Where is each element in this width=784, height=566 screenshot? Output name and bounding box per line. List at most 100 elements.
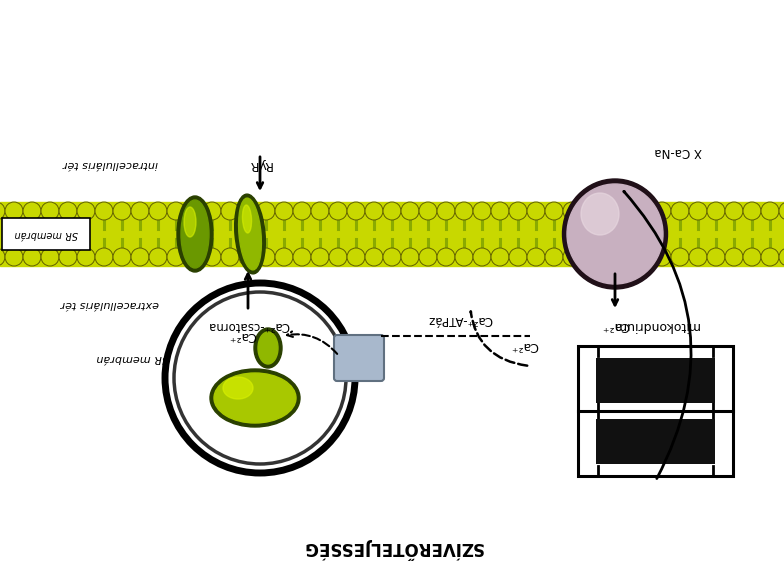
Ellipse shape: [184, 207, 196, 237]
Circle shape: [167, 202, 185, 220]
Circle shape: [257, 202, 275, 220]
Circle shape: [419, 248, 437, 266]
Circle shape: [455, 248, 473, 266]
Bar: [596, 419, 715, 464]
Circle shape: [581, 202, 599, 220]
Circle shape: [455, 202, 473, 220]
Circle shape: [581, 248, 599, 266]
Circle shape: [491, 202, 509, 220]
Ellipse shape: [254, 328, 282, 368]
Circle shape: [41, 248, 59, 266]
Text: Ca²⁺-ATPáz: Ca²⁺-ATPáz: [427, 314, 492, 327]
Circle shape: [95, 202, 113, 220]
Circle shape: [5, 202, 23, 220]
Circle shape: [185, 202, 203, 220]
Circle shape: [149, 202, 167, 220]
Text: mitokondrium: mitokondrium: [612, 319, 699, 332]
Circle shape: [437, 248, 455, 266]
Circle shape: [527, 202, 545, 220]
Circle shape: [293, 202, 311, 220]
Circle shape: [329, 202, 347, 220]
Bar: [578, 346, 733, 476]
Circle shape: [671, 248, 689, 266]
Circle shape: [131, 248, 149, 266]
Ellipse shape: [562, 179, 667, 289]
Circle shape: [419, 202, 437, 220]
FancyArrowPatch shape: [624, 191, 691, 478]
Text: Ca²⁺: Ca²⁺: [510, 340, 538, 353]
Circle shape: [491, 248, 509, 266]
Circle shape: [779, 248, 784, 266]
Circle shape: [347, 202, 365, 220]
Text: extracelluláris tér: extracelluláris tér: [60, 299, 159, 309]
Circle shape: [311, 248, 329, 266]
Circle shape: [725, 248, 743, 266]
Circle shape: [689, 202, 707, 220]
Circle shape: [401, 202, 419, 220]
Ellipse shape: [177, 196, 213, 272]
Circle shape: [113, 248, 131, 266]
Circle shape: [383, 202, 401, 220]
Text: X Ca-Na: X Ca-Na: [654, 145, 702, 158]
Circle shape: [653, 202, 671, 220]
Text: Ca²⁺: Ca²⁺: [228, 329, 256, 342]
Ellipse shape: [181, 200, 209, 268]
Text: Ca²⁺-csatorna: Ca²⁺-csatorna: [207, 319, 289, 332]
Circle shape: [221, 202, 239, 220]
Circle shape: [77, 202, 95, 220]
Circle shape: [473, 202, 491, 220]
Circle shape: [0, 202, 5, 220]
Ellipse shape: [223, 377, 253, 399]
Text: RyR: RyR: [248, 157, 272, 170]
Circle shape: [275, 248, 293, 266]
Circle shape: [473, 248, 491, 266]
Ellipse shape: [258, 332, 278, 364]
Circle shape: [59, 248, 77, 266]
Circle shape: [383, 248, 401, 266]
Circle shape: [257, 248, 275, 266]
Circle shape: [599, 248, 617, 266]
Ellipse shape: [581, 193, 619, 235]
Bar: [0, 202, 784, 266]
Circle shape: [203, 248, 221, 266]
Circle shape: [131, 202, 149, 220]
Circle shape: [23, 248, 41, 266]
FancyBboxPatch shape: [2, 218, 90, 250]
Circle shape: [149, 248, 167, 266]
Circle shape: [527, 248, 545, 266]
Circle shape: [365, 248, 383, 266]
Circle shape: [761, 248, 779, 266]
Text: Ca²⁺: Ca²⁺: [601, 319, 629, 332]
Text: SR membrán: SR membrán: [14, 229, 78, 239]
Circle shape: [59, 202, 77, 220]
Circle shape: [5, 248, 23, 266]
Circle shape: [170, 288, 350, 468]
Circle shape: [599, 202, 617, 220]
Circle shape: [347, 248, 365, 266]
Circle shape: [635, 202, 653, 220]
Circle shape: [725, 202, 743, 220]
Circle shape: [509, 202, 527, 220]
Circle shape: [167, 248, 185, 266]
Text: SR membrán: SR membrán: [96, 353, 169, 363]
Circle shape: [617, 248, 635, 266]
Ellipse shape: [234, 194, 265, 274]
Circle shape: [437, 202, 455, 220]
Text: intracelluláris tér: intracelluláris tér: [63, 159, 158, 169]
Bar: [596, 358, 715, 403]
Circle shape: [743, 248, 761, 266]
Circle shape: [545, 248, 563, 266]
Circle shape: [653, 248, 671, 266]
Circle shape: [509, 248, 527, 266]
Circle shape: [41, 202, 59, 220]
Circle shape: [77, 248, 95, 266]
Circle shape: [401, 248, 419, 266]
Circle shape: [203, 202, 221, 220]
Circle shape: [365, 202, 383, 220]
Circle shape: [275, 202, 293, 220]
Ellipse shape: [214, 373, 296, 423]
Circle shape: [707, 248, 725, 266]
Ellipse shape: [567, 184, 663, 284]
Circle shape: [0, 248, 5, 266]
Circle shape: [779, 202, 784, 220]
